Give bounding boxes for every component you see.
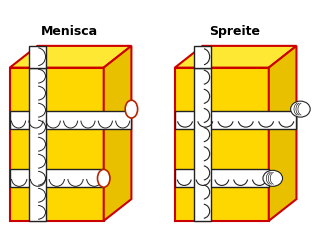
Polygon shape <box>194 46 212 68</box>
Polygon shape <box>175 169 269 187</box>
Polygon shape <box>175 111 296 129</box>
Polygon shape <box>29 46 47 68</box>
Ellipse shape <box>263 170 282 186</box>
Polygon shape <box>194 68 212 221</box>
Text: Spreite: Spreite <box>209 24 260 37</box>
Polygon shape <box>104 46 131 221</box>
Text: Menisca: Menisca <box>41 24 98 37</box>
Polygon shape <box>175 68 269 221</box>
Polygon shape <box>10 68 104 221</box>
Polygon shape <box>10 169 104 187</box>
Ellipse shape <box>291 101 310 117</box>
Polygon shape <box>10 46 131 68</box>
Polygon shape <box>175 46 296 68</box>
Polygon shape <box>269 46 296 221</box>
Polygon shape <box>10 111 131 129</box>
Ellipse shape <box>97 169 110 187</box>
Polygon shape <box>29 68 47 221</box>
Ellipse shape <box>125 100 138 118</box>
